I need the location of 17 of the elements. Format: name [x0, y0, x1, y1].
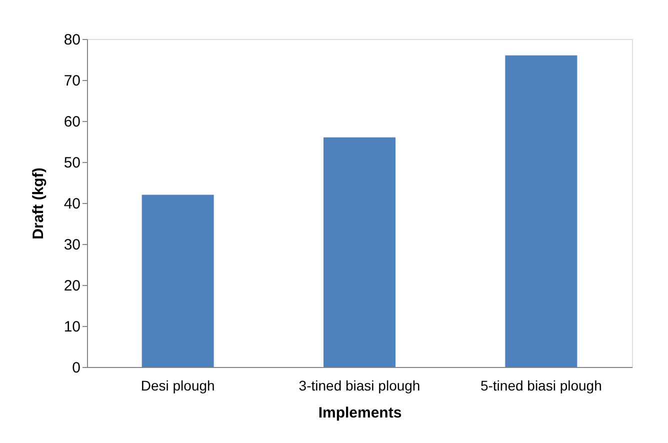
- y-tick-label: 40: [64, 196, 80, 212]
- x-tick-label: 5-tined biasi plough: [480, 378, 602, 394]
- y-tick-label: 50: [64, 154, 80, 172]
- x-tick-label: 3-tined biasi plough: [298, 378, 420, 394]
- bar: [505, 55, 578, 367]
- y-tick-label: 60: [64, 114, 80, 130]
- bar: [324, 137, 396, 367]
- y-tick-label: 70: [64, 72, 80, 90]
- y-tick-label: 30: [64, 236, 80, 254]
- x-tick-label: Desi plough: [140, 378, 215, 394]
- y-tick-label: 80: [64, 32, 80, 48]
- x-axis-title: Implements: [318, 404, 402, 422]
- y-tick-label: 0: [72, 360, 80, 376]
- y-axis-title: Draft (kgf): [30, 168, 47, 240]
- y-tick-label: 20: [64, 278, 80, 294]
- y-tick-label: 10: [64, 318, 80, 336]
- bar: [142, 194, 214, 367]
